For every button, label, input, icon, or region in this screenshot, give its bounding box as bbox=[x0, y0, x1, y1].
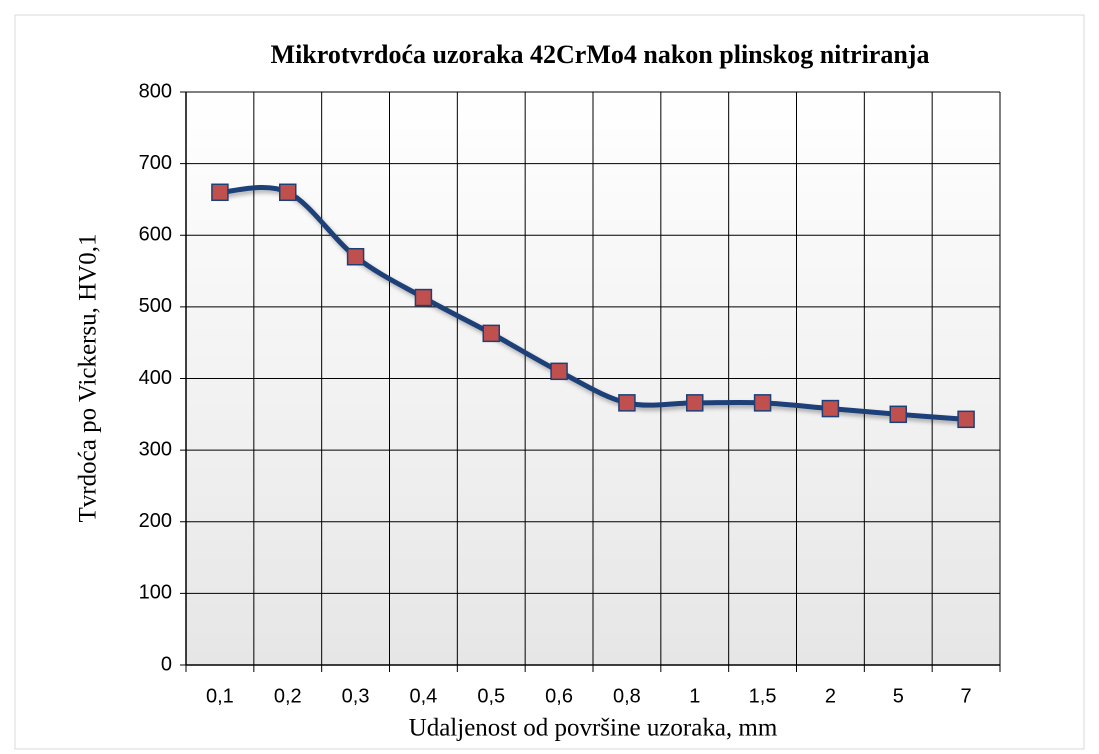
chart-title: Mikrotvrdoća uzoraka 42CrMo4 nakon plins… bbox=[271, 40, 930, 69]
x-tick-label: 0,3 bbox=[342, 685, 370, 707]
marker bbox=[821, 399, 840, 418]
x-tick-label: 1,5 bbox=[749, 685, 777, 707]
x-tick-label: 0,6 bbox=[545, 685, 573, 707]
marker bbox=[889, 405, 907, 424]
marker bbox=[957, 410, 975, 429]
x-tick-label: 0,4 bbox=[410, 685, 438, 707]
marker bbox=[211, 183, 229, 202]
x-tick-label: 7 bbox=[961, 685, 972, 707]
marker bbox=[346, 247, 365, 266]
y-tick-label: 500 bbox=[139, 295, 172, 317]
marker bbox=[550, 362, 568, 381]
y-tick-label: 400 bbox=[139, 367, 172, 389]
y-axis-label: Tvrdoća po Vickersu, HV0,1 bbox=[75, 234, 102, 523]
x-tick-label: 2 bbox=[825, 685, 836, 707]
y-tick-label: 300 bbox=[139, 438, 172, 460]
x-tick-label: 0,8 bbox=[613, 685, 641, 707]
marker bbox=[482, 324, 500, 343]
marker bbox=[753, 394, 772, 412]
marker bbox=[279, 183, 297, 202]
x-tick-label: 1 bbox=[689, 685, 700, 707]
x-axis-label: Udaljenost od površine uzoraka, mm bbox=[409, 715, 778, 742]
y-tick-label: 600 bbox=[139, 224, 172, 246]
x-tick-label: 0,5 bbox=[477, 685, 505, 707]
y-tick-label: 200 bbox=[139, 510, 172, 532]
y-tick-label: 700 bbox=[139, 152, 172, 174]
y-tick-label: 100 bbox=[139, 582, 172, 604]
x-tick-label: 0,1 bbox=[206, 685, 234, 707]
x-tick-label: 0,2 bbox=[274, 685, 302, 707]
y-tick-label: 800 bbox=[139, 80, 172, 102]
y-tick-label: 0 bbox=[161, 653, 172, 675]
marker bbox=[414, 288, 433, 307]
marker bbox=[618, 394, 636, 412]
marker bbox=[686, 394, 704, 412]
x-tick-label: 5 bbox=[893, 685, 904, 707]
